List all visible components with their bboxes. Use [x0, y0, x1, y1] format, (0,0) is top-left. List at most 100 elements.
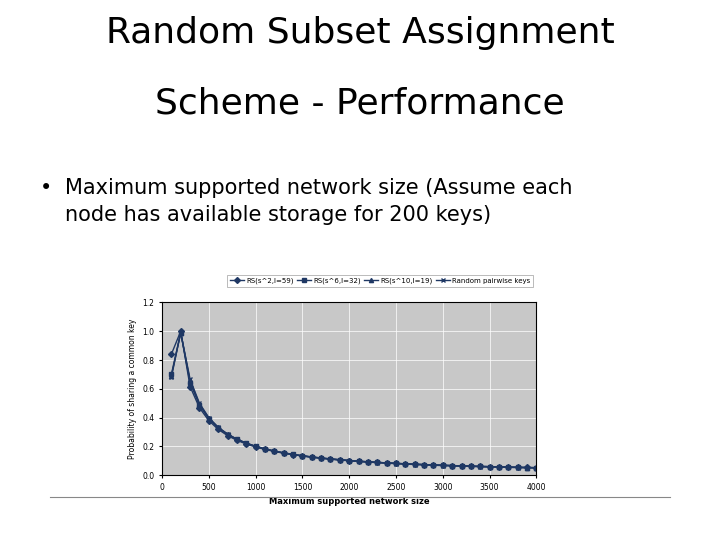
- Random pairwise keys: [401, 461, 410, 467]
- RS(s^6,l=32): [214, 425, 222, 431]
- RS(s^2,l=59): [382, 460, 391, 466]
- RS(s^10,l=19): [233, 436, 241, 442]
- RS(s^6,l=32): [392, 460, 400, 467]
- RS(s^10,l=19): [485, 463, 494, 470]
- RS(s^10,l=19): [420, 461, 428, 468]
- RS(s^6,l=32): [513, 464, 522, 470]
- RS(s^10,l=19): [336, 456, 344, 463]
- Random pairwise keys: [317, 455, 325, 462]
- Y-axis label: Probability of sharing a common key: Probability of sharing a common key: [127, 319, 137, 459]
- RS(s^2,l=59): [364, 458, 372, 465]
- RS(s^6,l=32): [307, 454, 316, 460]
- Random pairwise keys: [392, 461, 400, 467]
- RS(s^10,l=19): [354, 458, 363, 464]
- Random pairwise keys: [345, 457, 354, 464]
- Random pairwise keys: [270, 448, 279, 455]
- RS(s^10,l=19): [504, 464, 513, 470]
- RS(s^10,l=19): [410, 461, 419, 468]
- RS(s^6,l=32): [167, 371, 176, 377]
- Line: RS(s^2,l=59): RS(s^2,l=59): [169, 329, 539, 470]
- Random pairwise keys: [204, 414, 213, 421]
- RS(s^6,l=32): [401, 461, 410, 467]
- Random pairwise keys: [364, 459, 372, 465]
- RS(s^6,l=32): [504, 464, 513, 470]
- RS(s^10,l=19): [392, 460, 400, 467]
- Random pairwise keys: [448, 463, 456, 469]
- Random pairwise keys: [532, 465, 541, 471]
- Random pairwise keys: [523, 464, 531, 471]
- RS(s^10,l=19): [289, 451, 297, 457]
- RS(s^2,l=59): [214, 426, 222, 433]
- RS(s^6,l=32): [270, 448, 279, 454]
- Random pairwise keys: [495, 464, 503, 470]
- RS(s^10,l=19): [401, 461, 410, 467]
- RS(s^2,l=59): [223, 433, 232, 439]
- RS(s^2,l=59): [401, 461, 410, 467]
- RS(s^6,l=32): [467, 463, 475, 469]
- Random pairwise keys: [167, 374, 176, 381]
- Line: Random pairwise keys: Random pairwise keys: [169, 330, 539, 470]
- Random pairwise keys: [279, 450, 288, 456]
- RS(s^6,l=32): [485, 463, 494, 470]
- RS(s^6,l=32): [523, 464, 531, 471]
- RS(s^6,l=32): [204, 416, 213, 422]
- Text: Scheme - Performance: Scheme - Performance: [156, 86, 564, 120]
- Random pairwise keys: [373, 460, 382, 466]
- RS(s^10,l=19): [270, 448, 279, 454]
- RS(s^6,l=32): [298, 453, 307, 459]
- RS(s^6,l=32): [532, 464, 541, 471]
- Random pairwise keys: [429, 462, 438, 469]
- RS(s^10,l=19): [523, 464, 531, 471]
- RS(s^10,l=19): [532, 464, 541, 471]
- RS(s^10,l=19): [186, 377, 194, 384]
- RS(s^6,l=32): [354, 458, 363, 464]
- Text: Random Subset Assignment: Random Subset Assignment: [106, 16, 614, 50]
- Random pairwise keys: [504, 464, 513, 471]
- RS(s^6,l=32): [438, 462, 447, 469]
- Random pairwise keys: [233, 436, 241, 442]
- RS(s^10,l=19): [457, 463, 466, 469]
- RS(s^2,l=59): [485, 463, 494, 470]
- RS(s^6,l=32): [195, 402, 204, 408]
- Random pairwise keys: [438, 462, 447, 469]
- RS(s^2,l=59): [204, 417, 213, 424]
- RS(s^2,l=59): [420, 461, 428, 468]
- Random pairwise keys: [186, 376, 194, 382]
- RS(s^6,l=32): [176, 329, 185, 336]
- RS(s^6,l=32): [186, 380, 194, 386]
- RS(s^6,l=32): [261, 446, 269, 452]
- RS(s^2,l=59): [513, 464, 522, 470]
- RS(s^10,l=19): [204, 415, 213, 421]
- RS(s^2,l=59): [354, 458, 363, 464]
- RS(s^10,l=19): [364, 458, 372, 465]
- Random pairwise keys: [467, 463, 475, 470]
- RS(s^2,l=59): [279, 450, 288, 456]
- RS(s^2,l=59): [242, 441, 251, 447]
- RS(s^2,l=59): [504, 464, 513, 470]
- RS(s^2,l=59): [186, 383, 194, 390]
- Random pairwise keys: [513, 464, 522, 471]
- Random pairwise keys: [289, 451, 297, 458]
- RS(s^6,l=32): [336, 456, 344, 463]
- Random pairwise keys: [223, 431, 232, 437]
- RS(s^10,l=19): [382, 460, 391, 466]
- RS(s^10,l=19): [195, 401, 204, 407]
- Random pairwise keys: [485, 464, 494, 470]
- RS(s^2,l=59): [195, 404, 204, 411]
- RS(s^10,l=19): [307, 454, 316, 460]
- RS(s^6,l=32): [223, 431, 232, 438]
- RS(s^2,l=59): [233, 437, 241, 443]
- RS(s^10,l=19): [176, 329, 185, 336]
- RS(s^2,l=59): [336, 457, 344, 463]
- RS(s^2,l=59): [438, 462, 447, 469]
- RS(s^6,l=32): [326, 456, 335, 462]
- Text: •: •: [40, 178, 52, 198]
- Random pairwise keys: [195, 400, 204, 407]
- RS(s^2,l=59): [167, 351, 176, 357]
- RS(s^10,l=19): [317, 455, 325, 461]
- Random pairwise keys: [354, 458, 363, 465]
- Random pairwise keys: [176, 329, 185, 336]
- RS(s^2,l=59): [289, 451, 297, 458]
- RS(s^2,l=59): [270, 448, 279, 455]
- RS(s^6,l=32): [495, 464, 503, 470]
